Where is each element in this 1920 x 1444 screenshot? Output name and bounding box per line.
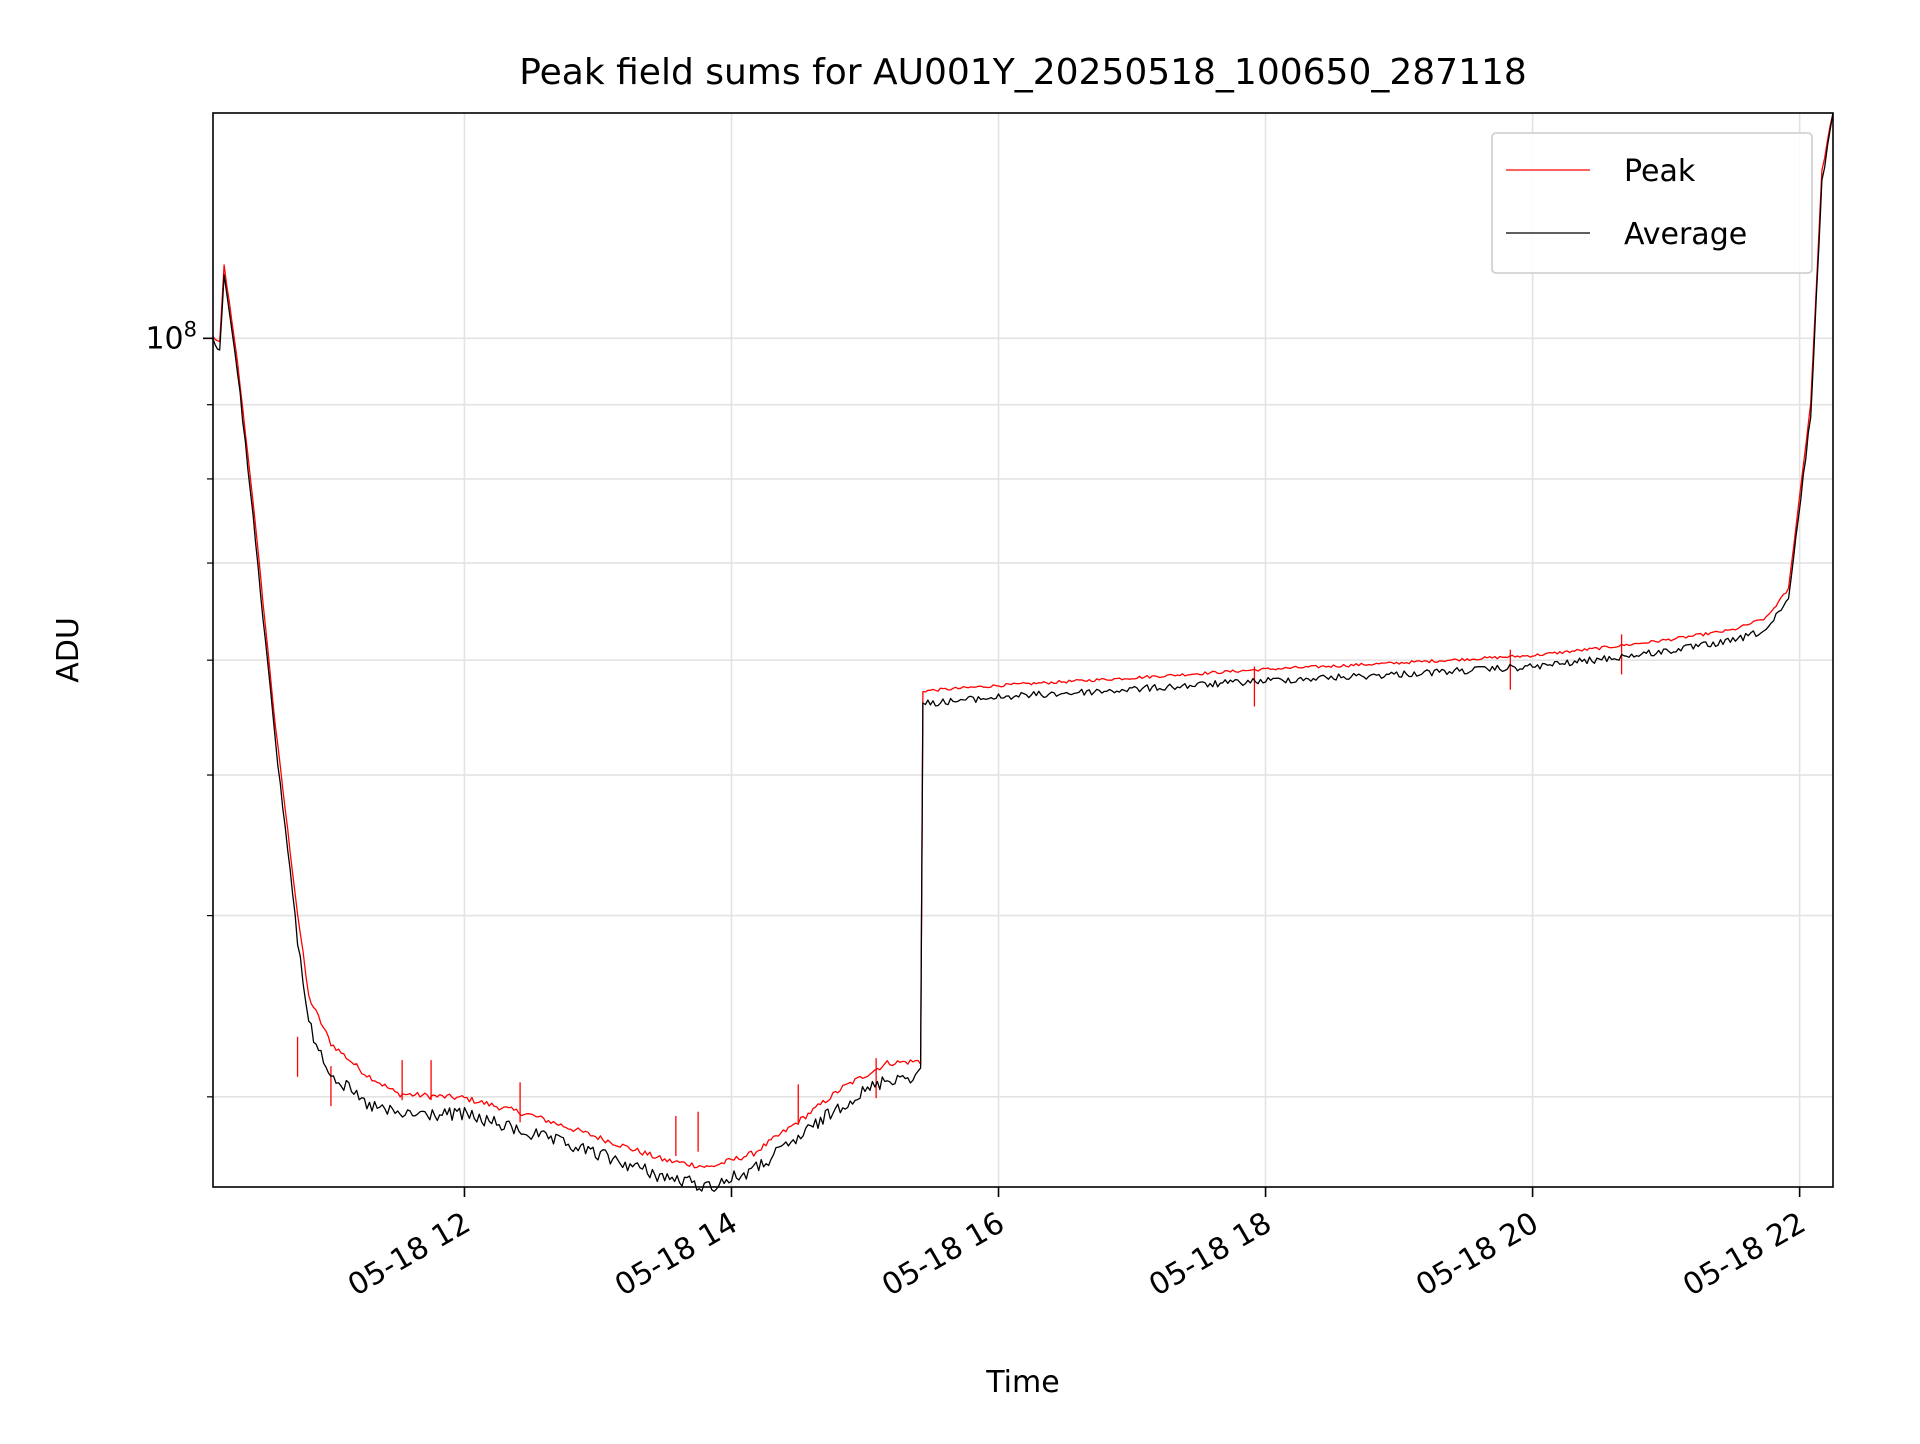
chart-title: Peak field sums for AU001Y_20250518_1006… xyxy=(519,52,1527,93)
y-tick-label-base: 10 xyxy=(145,321,183,356)
y-axis-label: ADU xyxy=(51,617,86,683)
y-tick-label-exponent: 8 xyxy=(184,317,197,341)
series-line-average xyxy=(212,112,1834,1192)
legend-peak-label: Peak xyxy=(1624,154,1696,189)
legend: Peak Average xyxy=(1491,132,1813,274)
x-axis-label: Time xyxy=(985,1365,1059,1400)
series-line-peak xyxy=(212,112,1834,1169)
plot-frame xyxy=(212,112,1834,1188)
series-layer xyxy=(212,112,1834,1192)
y-tick-label: 108 xyxy=(145,317,197,356)
grid xyxy=(213,113,1833,1187)
legend-average-label: Average xyxy=(1624,217,1747,252)
legend-box xyxy=(1491,132,1813,274)
